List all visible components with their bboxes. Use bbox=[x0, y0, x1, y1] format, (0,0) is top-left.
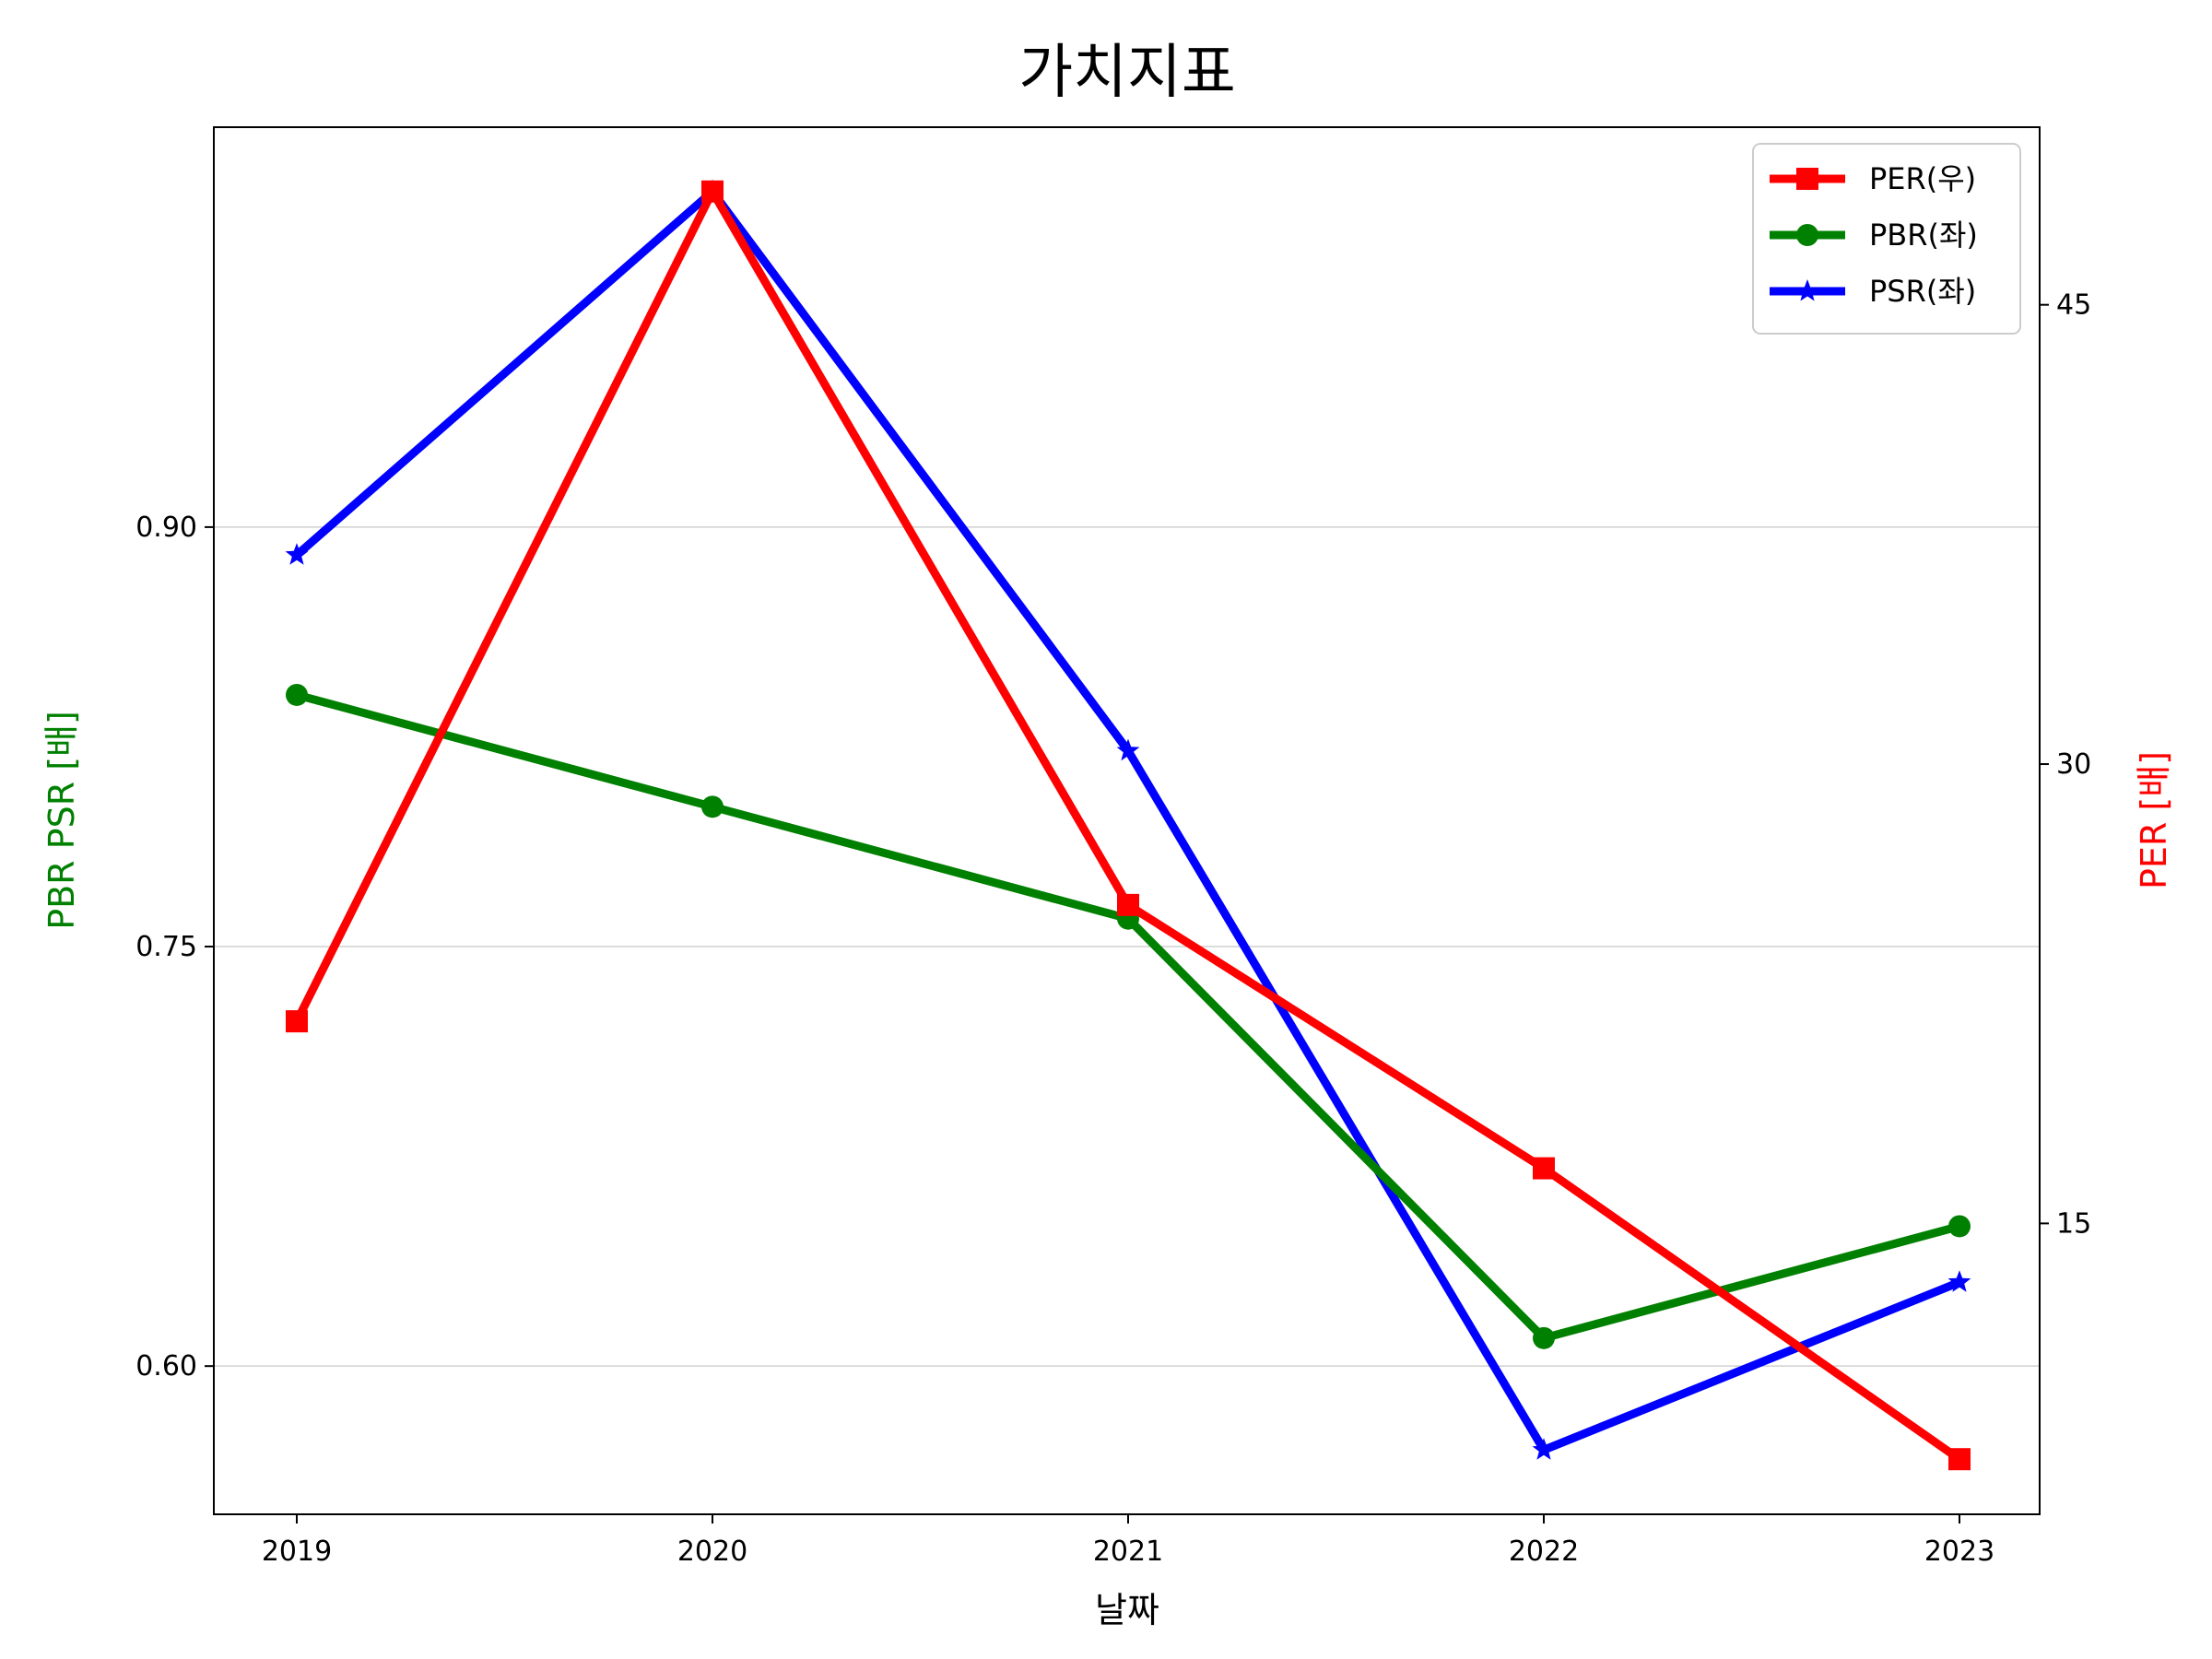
right-y-tick-label: 45 bbox=[2056, 289, 2091, 322]
legend-marker-pbr bbox=[1796, 224, 1818, 246]
legend-box bbox=[1752, 143, 2021, 335]
data-point-per bbox=[286, 1010, 308, 1033]
x-tick-label: 2019 bbox=[262, 1535, 332, 1568]
left-y-tick-label: 0.75 bbox=[135, 931, 197, 963]
data-point-psr bbox=[285, 543, 309, 565]
right-y-tick-label: 15 bbox=[2056, 1207, 2091, 1240]
data-point-per bbox=[701, 180, 724, 203]
data-point-per bbox=[1948, 1448, 1971, 1471]
data-point-pbr bbox=[286, 683, 308, 706]
data-point-pbr bbox=[1948, 1215, 1971, 1238]
data-point-pbr bbox=[701, 795, 724, 818]
x-axis: 2019 2020 2021 2022 2023 bbox=[262, 1514, 1994, 1568]
left-y-tick-label: 0.60 bbox=[135, 1350, 197, 1382]
legend-item-pbr: PBR(좌) bbox=[1770, 218, 1978, 253]
legend-label-psr: PSR(좌) bbox=[1869, 274, 1976, 309]
data-point-psr bbox=[1116, 738, 1140, 761]
legend-marker-psr bbox=[1795, 279, 1819, 301]
x-tick-label: 2021 bbox=[1093, 1535, 1163, 1568]
chart-title: 가치지표 bbox=[1018, 39, 1236, 107]
data-point-psr bbox=[1532, 1438, 1556, 1460]
data-point-per bbox=[1533, 1157, 1555, 1180]
x-tick-label: 2022 bbox=[1509, 1535, 1579, 1568]
x-tick-label: 2023 bbox=[1924, 1535, 1994, 1568]
right-y-tick-label: 30 bbox=[2056, 748, 2091, 781]
left-y-axis-label: PBR PSR [배] bbox=[41, 711, 82, 930]
right-y-axis-label: PER [배] bbox=[2134, 751, 2174, 889]
legend-label-pbr: PBR(좌) bbox=[1869, 218, 1978, 253]
left-y-axis: 0.60 0.75 0.90 bbox=[135, 512, 214, 1382]
legend-label-per: PER(우) bbox=[1869, 161, 1976, 196]
legend: PER(우) PBR(좌) PSR(좌) bbox=[1752, 143, 2021, 335]
series-layer bbox=[285, 179, 1971, 1471]
legend-item-per: PER(우) bbox=[1770, 161, 1976, 196]
series-per bbox=[286, 180, 1971, 1471]
left-y-tick-label: 0.90 bbox=[135, 512, 197, 544]
plot-frame bbox=[213, 126, 2041, 1515]
data-point-pbr bbox=[1533, 1326, 1555, 1349]
x-axis-label: 날짜 bbox=[1095, 1590, 1159, 1630]
data-point-psr bbox=[1947, 1270, 1971, 1292]
grid-lines bbox=[214, 526, 2040, 1367]
legend-item-psr: PSR(좌) bbox=[1770, 274, 1976, 309]
legend-marker-per bbox=[1796, 168, 1818, 190]
x-tick-label: 2020 bbox=[677, 1535, 747, 1568]
data-point-per bbox=[1117, 893, 1139, 916]
right-y-axis: 15 30 45 bbox=[2040, 289, 2091, 1240]
